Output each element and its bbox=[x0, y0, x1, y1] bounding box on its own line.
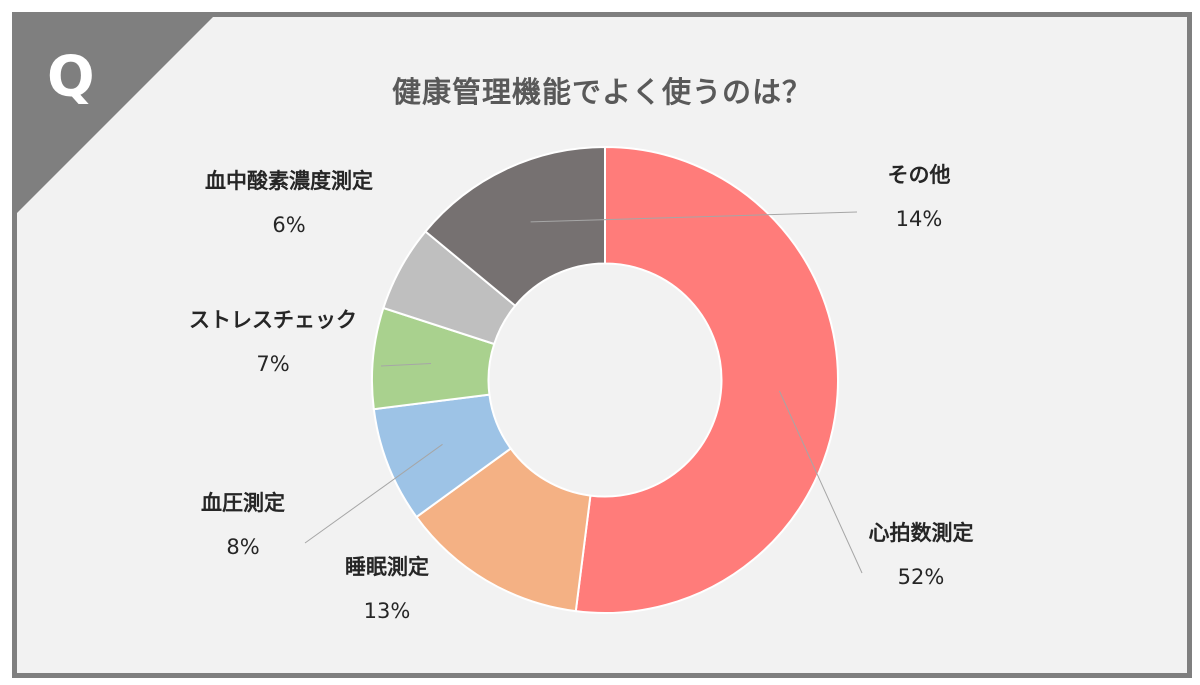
category-label: 心拍数測定 bbox=[868, 521, 974, 545]
q-corner-triangle bbox=[17, 17, 213, 213]
leader-line-2 bbox=[304, 443, 443, 544]
value-label: 8% bbox=[226, 535, 260, 559]
data-label-3: ストレスチェック 7% bbox=[189, 298, 357, 386]
value-label: 14% bbox=[895, 207, 943, 231]
value-label: 6% bbox=[272, 213, 306, 237]
data-label-2: 血圧測定 8% bbox=[201, 481, 285, 569]
category-label: その他 bbox=[887, 163, 951, 187]
data-label-0: 心拍数測定 52% bbox=[869, 511, 974, 599]
category-label: 血圧測定 bbox=[201, 491, 285, 515]
chart-card: Q 健康管理機能でよく使うのは？ 心拍数測定 52% 睡眠測定 13% 血圧測定 8% スト… bbox=[12, 12, 1192, 678]
category-label: 血中酸素濃度測定 bbox=[205, 169, 373, 193]
data-label-5: その他 14% bbox=[888, 153, 951, 241]
leader-line-3 bbox=[380, 363, 432, 367]
data-label-1: 睡眠測定 13% bbox=[345, 545, 429, 633]
value-label: 13% bbox=[363, 599, 411, 623]
slice-5 bbox=[424, 145, 606, 308]
category-label: ストレスチェック bbox=[189, 308, 357, 332]
value-label: 7% bbox=[256, 352, 290, 376]
q-badge: Q bbox=[47, 45, 95, 110]
slice-0 bbox=[574, 145, 839, 614]
leader-line-0 bbox=[778, 390, 863, 574]
chart-title: 健康管理機能でよく使うのは？ bbox=[391, 75, 812, 109]
data-label-4: 血中酸素濃度測定 6% bbox=[205, 159, 373, 247]
category-label: 睡眠測定 bbox=[345, 555, 429, 579]
value-label: 52% bbox=[897, 565, 945, 589]
leader-line-5 bbox=[530, 211, 858, 223]
donut-chart bbox=[304, 145, 863, 614]
